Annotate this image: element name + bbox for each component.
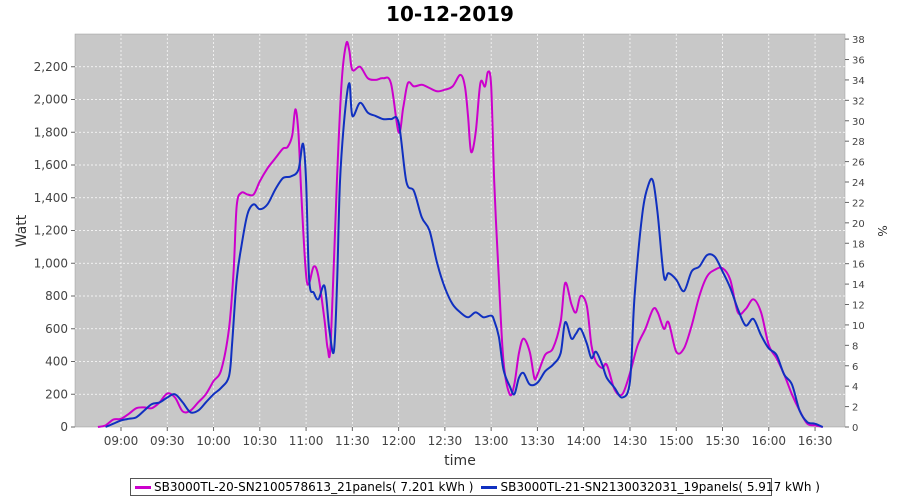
- y-tick-label: 1,200: [34, 224, 68, 238]
- x-tick-label: 14:30: [613, 434, 648, 448]
- y-tick-label: 800: [45, 289, 68, 303]
- legend-item-series-2: SB3000TL-21-SN2130032031_19panels( 5.917…: [481, 480, 820, 494]
- y2-tick-label: 34: [852, 76, 865, 87]
- y2-tick-label: 18: [852, 239, 865, 250]
- legend-label-series-2: SB3000TL-21-SN2130032031_19panels( 5.917…: [500, 480, 820, 494]
- series-line-1: [97, 40, 824, 428]
- y2-tick-label: 8: [852, 341, 858, 352]
- y-tick-label: 400: [45, 355, 68, 369]
- chart-title: 10-12-2019: [386, 2, 514, 26]
- y2-tick-label: 10: [852, 321, 865, 332]
- y2-tick-label: 22: [852, 198, 865, 209]
- y-tick-label: 600: [45, 322, 68, 336]
- y2-tick-label: 6: [852, 362, 858, 373]
- y2-tick-label: 14: [852, 280, 865, 291]
- x-tick-label: 10:00: [196, 434, 231, 448]
- x-tick-label: 15:30: [705, 434, 740, 448]
- y2-tick-label: 30: [852, 117, 865, 128]
- y2-tick-label: 16: [852, 260, 865, 271]
- y2-tick-label: 0: [852, 423, 858, 434]
- y2-tick-label: 36: [852, 56, 865, 67]
- y2-tick-label: 12: [852, 301, 865, 312]
- y2-tick-label: 32: [852, 96, 865, 107]
- legend-item-series-1: SB3000TL-20-SN2100578613_21panels( 7.201…: [135, 480, 473, 494]
- x-tick-label: 14:00: [566, 434, 601, 448]
- x-axis: 09:00 09:30 10:00 10:30 11:00 11:30 12:00 12:30…: [104, 427, 833, 448]
- y-axis-left: 0 200 400 600 800 1,000 1,200 1,400 1,600 1,800 2,…: [34, 60, 75, 434]
- y2-tick-label: 24: [852, 178, 865, 189]
- y-tick-label: 0: [60, 420, 68, 434]
- legend-swatch-series-1: [135, 485, 151, 489]
- y-tick-label: 1,800: [34, 125, 68, 139]
- legend-swatch-series-2: [481, 485, 498, 489]
- y-tick-label: 1,600: [34, 158, 68, 172]
- y-tick-label: 1,400: [34, 191, 68, 205]
- legend: SB3000TL-20-SN2100578613_21panels( 7.201…: [130, 478, 820, 496]
- x-tick-label: 12:00: [381, 434, 416, 448]
- grid-lines: [75, 34, 845, 427]
- x-tick-label: 11:00: [289, 434, 324, 448]
- legend-label-series-1: SB3000TL-20-SN2100578613_21panels( 7.201…: [154, 480, 474, 494]
- x-axis-label: time: [444, 453, 476, 469]
- y2-tick-label: 26: [852, 158, 865, 169]
- x-tick-label: 10:30: [243, 434, 278, 448]
- y2-tick-label: 2: [852, 403, 858, 414]
- series-line-2: [105, 82, 824, 428]
- x-tick-label: 12:30: [428, 434, 463, 448]
- x-tick-label: 16:00: [751, 434, 786, 448]
- series-lines: [97, 40, 824, 428]
- x-tick-label: 09:00: [104, 434, 139, 448]
- x-tick-label: 11:30: [335, 434, 370, 448]
- y2-tick-label: 20: [852, 219, 865, 230]
- y2-tick-label: 28: [852, 137, 865, 148]
- y2-axis-label: %: [875, 225, 889, 236]
- x-tick-label: 13:00: [474, 434, 509, 448]
- x-tick-label: 13:30: [520, 434, 555, 448]
- y-tick-label: 1,000: [34, 256, 68, 270]
- x-tick-label: 15:00: [659, 434, 694, 448]
- y2-tick-label: 38: [852, 35, 865, 46]
- y-tick-label: 200: [45, 387, 68, 401]
- y-tick-label: 2,000: [34, 93, 68, 107]
- y-tick-label: 2,200: [34, 60, 68, 74]
- y-axis-label: Watt: [14, 214, 30, 247]
- x-tick-label: 09:30: [150, 434, 185, 448]
- x-tick-label: 16:30: [798, 434, 833, 448]
- y2-tick-label: 4: [852, 382, 858, 393]
